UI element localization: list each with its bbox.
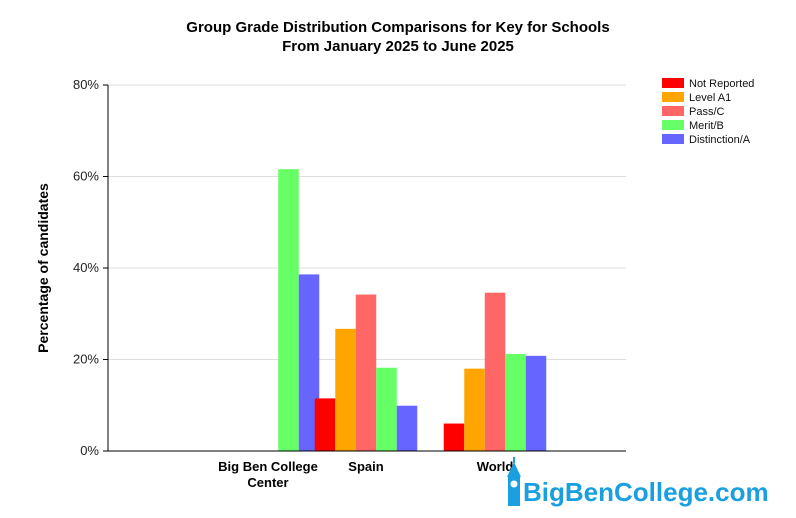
legend-label: Distinction/A <box>689 134 751 146</box>
bar-distinction-a <box>525 355 547 451</box>
bar-not-reported <box>314 398 336 451</box>
watermark-logo: BigBenCollege.com <box>507 457 769 507</box>
legend-swatch <box>662 78 684 88</box>
bar-merit-b <box>278 169 299 451</box>
category-label: Big Ben College <box>218 459 318 474</box>
y-tick-label: 40% <box>73 260 99 275</box>
y-tick-label: 20% <box>73 352 99 367</box>
legend-swatch <box>662 106 684 116</box>
legend-label: Level A1 <box>689 92 731 104</box>
legend: Not Reported Level A1 Pass/C Merit/B Distinc… <box>662 78 754 146</box>
y-tick-labels: 0% 20% 40% 60% 80% <box>73 77 99 458</box>
category-label: World <box>477 459 514 474</box>
bars <box>278 169 547 451</box>
bar-level-a1 <box>464 368 485 451</box>
big-ben-tower-icon <box>507 457 521 506</box>
bar-not-reported <box>443 423 465 451</box>
legend-label: Pass/C <box>689 106 725 118</box>
bar-pass-c <box>355 294 377 451</box>
chart-title-line-1: Group Grade Distribution Comparisons for… <box>186 19 609 36</box>
category-label: Spain <box>348 459 383 474</box>
bar-level-a1 <box>335 328 356 451</box>
bar-pass-c <box>484 292 506 451</box>
y-tick-label: 0% <box>80 443 99 458</box>
chart-title-line-2: From January 2025 to June 2025 <box>282 38 514 55</box>
bar-merit-b <box>505 354 526 451</box>
watermark-text: BigBenCollege.com <box>523 477 769 507</box>
bar-distinction-a <box>396 405 418 451</box>
category-label: Center <box>247 475 288 490</box>
legend-swatch <box>662 92 684 102</box>
bar-merit-b <box>376 367 397 451</box>
legend-swatch <box>662 134 684 144</box>
legend-label: Not Reported <box>689 78 754 90</box>
axes <box>107 85 626 452</box>
y-tick-label: 60% <box>73 169 99 184</box>
legend-label: Merit/B <box>689 120 724 132</box>
bar-distinction-a <box>298 274 320 451</box>
y-axis-label: Percentage of candidates <box>35 183 51 353</box>
y-tick-label: 80% <box>73 77 99 92</box>
legend-swatch <box>662 120 684 130</box>
